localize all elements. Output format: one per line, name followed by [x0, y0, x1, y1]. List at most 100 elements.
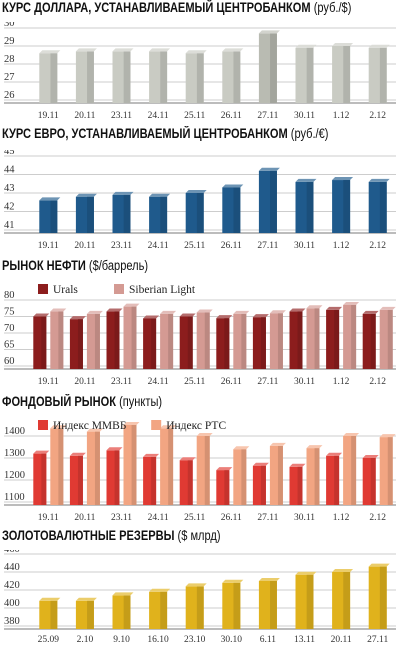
reserves-bar-top	[75, 597, 97, 601]
stock-bar-top	[123, 422, 140, 425]
reserves-bar-shade	[123, 595, 131, 629]
reserves-bar-shade	[233, 582, 241, 629]
usd-title-text: КУРС ДОЛЛАРА, УСТАНАВЛИВАЕМЫЙ ЦЕНТРОБАНК…	[2, 0, 311, 15]
usd-ytick-label: 28	[4, 54, 15, 65]
eur-ytick-label: 43	[4, 183, 15, 194]
eur-chart-title: КУРС ЕВРО, УСТАНАВЛИВАЕМЫЙ ЦЕНТРОБАНКОМ …	[2, 126, 328, 141]
reserves-xtick-label: 25.09	[38, 635, 60, 645]
usd-chart-title: КУРС ДОЛЛАРА, УСТАНАВЛИВАЕМЫЙ ЦЕНТРОБАНК…	[2, 0, 351, 15]
stock-bar-top	[326, 452, 343, 456]
reserves-ytick-label: 440	[4, 562, 20, 573]
eur-panel: КУРС ЕВРО, УСТАНАВЛИВАЕМЫЙ ЦЕНТРОБАНКОМ …	[0, 126, 400, 254]
usd-bar-shade	[306, 47, 314, 103]
oil-bar-shade	[334, 309, 340, 369]
oil-title-text: РЫНОК НЕФТИ	[2, 258, 86, 273]
stock-bar-shade	[204, 436, 210, 505]
stock-bar-shade	[77, 455, 83, 505]
eur-bar-top	[149, 193, 171, 197]
eur-bar-shade	[306, 181, 314, 233]
usd-bar-top	[368, 44, 390, 48]
reserves-bar-top	[149, 588, 171, 592]
oil-bar-shade	[77, 319, 83, 369]
eur-ytick-label: 45	[4, 150, 15, 157]
oil-bar-shade	[224, 318, 230, 369]
eur-xtick-label: 25.11	[184, 241, 205, 251]
stock-bar-shade	[277, 445, 283, 505]
usd-xtick-label: 1.12	[333, 111, 350, 121]
stock-bar-shade	[387, 437, 393, 505]
usd-bar-top	[112, 48, 134, 52]
oil-bar-shade	[114, 311, 120, 369]
reserves-xtick-label: 30.10	[221, 635, 243, 645]
oil-bar-top	[362, 310, 379, 314]
eur-bar-shade	[379, 181, 387, 233]
stock-panel: ФОНДОВЫЙ РЫНОК (пункты) 1100 1200 1300 1400…	[0, 394, 400, 528]
oil-unit-text: ($/баррель)	[88, 258, 149, 273]
stock-legend-swatch	[151, 420, 162, 430]
reserves-bar-top	[368, 563, 390, 567]
eur-bar-top	[368, 178, 390, 182]
reserves-unit-text: ($ млрд)	[177, 528, 221, 543]
eur-bar-top	[222, 184, 244, 188]
stock-bar-top	[306, 445, 323, 449]
oil-xtick-label: 24.11	[148, 377, 169, 387]
oil-legend-label: Siberian Light	[129, 284, 196, 296]
stock-bar-shade	[168, 428, 174, 505]
oil-ytick-label: 75	[4, 307, 15, 318]
stock-bar-top	[252, 462, 269, 466]
stock-bar-top	[33, 450, 50, 454]
reserves-bar-top	[185, 583, 207, 587]
oil-bar-shade	[204, 312, 210, 369]
eur-bar-top	[75, 193, 97, 197]
eur-bar-shade	[50, 200, 58, 233]
eur-ytick-label: 44	[4, 165, 15, 176]
stock-bar-shade	[260, 465, 266, 505]
oil-bar-top	[179, 313, 196, 317]
stock-bar-top	[362, 455, 379, 458]
reserves-bar-shade	[50, 600, 58, 629]
oil-xtick-label: 26.11	[221, 377, 242, 387]
eur-bar-shade	[87, 196, 94, 233]
usd-bar-top	[295, 44, 317, 48]
usd-bar-top	[39, 50, 61, 54]
stock-bar-shade	[224, 470, 230, 505]
stock-bar-top	[289, 463, 306, 467]
usd-bar-top	[75, 48, 97, 52]
stock-bar-top	[379, 434, 396, 438]
stock-ytick-label: 1400	[4, 426, 25, 437]
stock-bar-shade	[241, 449, 247, 505]
stock-chart: 1100 1200 1300 1400 19.11 20.11 23.11 24.11 25.1…	[4, 420, 396, 523]
eur-bar-shade	[123, 194, 131, 233]
usd-unit-text: (руб./$)	[313, 0, 352, 15]
oil-xtick-label: 30.11	[294, 377, 315, 387]
usd-bar-shade	[123, 51, 131, 103]
usd-xtick-label: 30.11	[294, 111, 315, 121]
oil-bar-top	[289, 308, 306, 312]
eur-xtick-label: 2.12	[369, 241, 386, 251]
stock-bar-shade	[314, 448, 320, 505]
usd-chart: 26 27 28 29 30 19.11 20.11 23.11 24.11 25.11 26.11…	[4, 22, 396, 121]
stock-xtick-label: 27.11	[257, 513, 278, 523]
eur-xtick-label: 27.11	[257, 241, 278, 251]
eur-unit-text: (руб./€)	[290, 126, 329, 141]
oil-ytick-label: 60	[4, 356, 15, 367]
reserves-chart: 380 400 420 440 460 25.09 2.10 9.10 16.10 23.10 30…	[4, 550, 396, 645]
eur-ytick-label: 42	[4, 202, 15, 213]
stock-bar-shade	[114, 450, 120, 505]
stock-xtick-label: 1.12	[333, 513, 350, 523]
oil-xtick-label: 25.11	[184, 377, 205, 387]
oil-bar-top	[33, 313, 50, 317]
reserves-bar-top	[332, 569, 354, 572]
reserves-bar-shade	[379, 566, 387, 629]
usd-panel: КУРС ДОЛЛАРА, УСТАНАВЛИВАЕМЫЙ ЦЕНТРОБАНК…	[0, 0, 400, 126]
oil-bar-top	[160, 310, 177, 314]
stock-bar-top	[143, 453, 160, 457]
stock-bar-top	[269, 442, 286, 446]
oil-bar-top	[216, 315, 233, 319]
eur-bar-top	[112, 191, 134, 195]
oil-bar-top	[143, 315, 160, 319]
oil-legend-swatch	[38, 284, 48, 294]
reserves-xtick-label: 27.11	[367, 635, 388, 645]
stock-bar-shade	[151, 456, 157, 505]
oil-ytick-label: 80	[4, 290, 15, 301]
